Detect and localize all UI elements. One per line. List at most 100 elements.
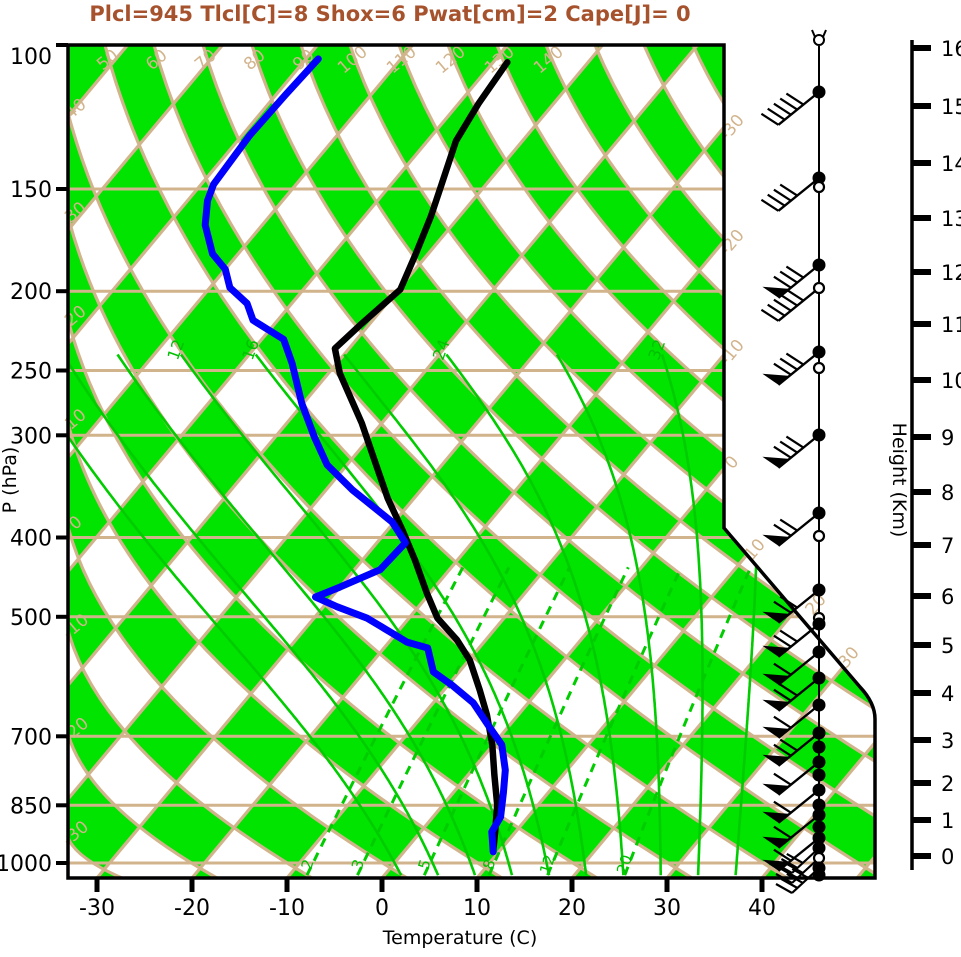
height-axis-tick-label: 0 — [941, 845, 954, 869]
mixing-ratio-line — [305, 566, 465, 876]
wind-barb-icon — [762, 651, 820, 686]
dry-adiabat-line — [68, 216, 693, 878]
wind-barb-layer — [760, 29, 827, 894]
wind-level-dot — [812, 798, 826, 812]
mixing-ratio-line — [487, 566, 630, 876]
pressure-axis-tick-label: 300 — [10, 424, 52, 449]
moist-adiabat-line — [734, 354, 760, 876]
mixing-ratio-line — [546, 566, 683, 876]
dry-adiabat-line — [68, 319, 598, 878]
pressure-axis-tick-label: 250 — [10, 360, 52, 385]
wind-level-dot — [812, 868, 826, 882]
temp-axis-tick-label: 30 — [653, 896, 681, 921]
isotherm-line — [68, 45, 509, 878]
pressure-axis-tick-label: 1000 — [0, 852, 52, 877]
wind-level-open-dot — [812, 281, 826, 295]
isotherm-label: 10 — [741, 535, 770, 564]
temp-axis-tick-label: 40 — [748, 896, 776, 921]
wind-barb-icon — [762, 677, 820, 712]
wind-level-dot — [812, 171, 826, 185]
temp-axis-tick-label: 0 — [375, 896, 389, 921]
wind-level-dot — [812, 85, 826, 99]
isotherm-line — [665, 45, 875, 878]
wind-barb-icon — [775, 867, 820, 894]
dry-adiabat-label: 140 — [530, 42, 568, 78]
wind-barb-icon — [762, 589, 820, 624]
dry-adiabat-label: 120 — [432, 42, 470, 78]
temp-axis-tick-label: 10 — [463, 896, 491, 921]
dry-adiabat-line — [544, 45, 875, 878]
wind-barb-icon — [762, 264, 820, 299]
wind-level-dot — [812, 755, 826, 769]
grid-lines — [68, 45, 875, 878]
moist-adiabat-line — [343, 353, 588, 876]
wind-barb-icon — [760, 287, 820, 322]
wind-level-dot — [812, 783, 826, 797]
height-axis-tick-label: 4 — [941, 682, 954, 706]
wind-level-open-dot — [812, 180, 826, 194]
dry-adiabat-line — [152, 45, 875, 878]
temp-axis-tick-label: 20 — [558, 896, 586, 921]
wind-level-dot — [812, 740, 826, 754]
dewpoint-curve — [201, 55, 509, 856]
height-axis-tick-label: 12 — [941, 261, 961, 285]
pressure-axis-tick-label: 100 — [10, 45, 52, 70]
pressure-axis-tick-label: 700 — [10, 725, 52, 750]
height-axis-tick-label: 15 — [941, 95, 961, 119]
wind-level-dot — [812, 698, 826, 712]
dry-adiabat-label: 80 — [240, 46, 269, 75]
mixing-ratio-label: 12 — [536, 853, 559, 877]
height-axis-tick-label: 8 — [941, 481, 954, 505]
dry-adiabat-label: 70 — [191, 46, 220, 75]
isotherm-line — [68, 45, 604, 878]
dry-adiabat-line — [593, 45, 875, 878]
pressure-axis-tick-label: 850 — [10, 794, 52, 819]
height-axis-tick-label: 9 — [941, 426, 954, 450]
pressure-axis-tick-label: 400 — [10, 527, 52, 552]
wind-barb-icon — [762, 704, 820, 739]
height-axis-tick-label: 5 — [941, 634, 954, 658]
height-axis-tick-label: 7 — [941, 534, 954, 558]
dry-adiabat-line — [348, 45, 875, 878]
temp-axis-tick-label: -10 — [269, 896, 305, 921]
height-axis-tick-label: 3 — [941, 729, 954, 753]
height-axis-tick-label: 6 — [941, 585, 954, 609]
mixing-ratio-line — [623, 566, 752, 876]
wind-level-dot — [812, 841, 826, 855]
dry-adiabat-label: 10 — [61, 405, 90, 434]
wind-barb-icon — [760, 91, 820, 126]
plot-frame — [66, 43, 877, 880]
wind-level-dot — [812, 820, 826, 834]
height-axis-tick-label: 10 — [941, 369, 961, 393]
dry-adiabat-label: 50 — [93, 46, 122, 75]
isotherm-line — [68, 45, 414, 878]
isotherm-line — [68, 45, 224, 878]
dry-adiabat-label: -30 — [59, 817, 93, 850]
isotherm-line — [68, 45, 319, 878]
dry-adiabat-line — [642, 45, 875, 878]
wind-barb-icon — [762, 732, 820, 767]
wind-barb-icon — [762, 351, 820, 386]
moist-adiabat-line — [116, 353, 477, 876]
wind-level-dot — [812, 808, 826, 822]
pressure-axis-title: P (hPa) — [0, 447, 21, 514]
moist-adiabat-line — [68, 353, 403, 876]
dry-adiabat-line — [103, 45, 875, 878]
dry-adiabat-line — [68, 733, 218, 878]
wind-level-dot — [812, 726, 826, 740]
dry-adiabat-line — [201, 45, 875, 878]
moist-adiabat-label: 32 — [644, 337, 669, 363]
staff-top-icon — [811, 29, 827, 46]
wind-barb-icon — [762, 623, 820, 658]
wind-barb-icon — [760, 177, 820, 212]
height-axis-tick-label: 2 — [941, 772, 954, 796]
wind-level-dot — [812, 583, 826, 597]
pressure-axis-tick-label: 200 — [10, 280, 52, 305]
height-axis-tick-label: 14 — [941, 152, 961, 176]
wind-barb-icon — [762, 512, 820, 547]
mixing-ratio-label: 20 — [613, 853, 636, 877]
wind-level-dot — [812, 645, 826, 659]
temp-axis-title: Temperature (C) — [382, 927, 538, 949]
